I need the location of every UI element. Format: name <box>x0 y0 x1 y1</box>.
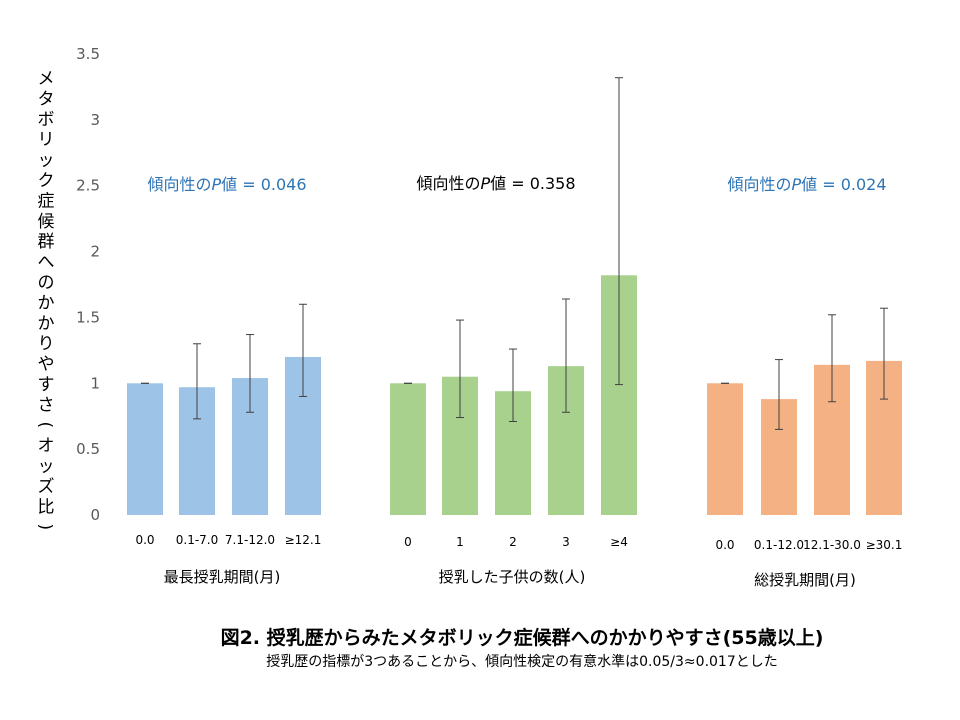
x-tick-label: 12.1-30.0 <box>803 538 861 552</box>
y-tick-label: 0 <box>90 506 100 524</box>
y-axis-label-char: す <box>38 375 55 395</box>
y-axis-label-char: ク <box>38 171 55 191</box>
y-axis-label-char: ) <box>35 523 55 530</box>
y-axis-label-char: タ <box>38 89 55 109</box>
y-axis-label-char: ( <box>35 421 55 428</box>
y-axis-label-char: リ <box>38 130 55 150</box>
x-tick-label: 0 <box>404 535 412 549</box>
p-value-prefix: 傾向性の <box>416 174 480 193</box>
bar <box>707 383 743 515</box>
y-tick-label: 2 <box>90 243 100 261</box>
y-axis-label-char: へ <box>38 253 55 273</box>
x-tick-label: 2 <box>509 535 517 549</box>
group-label: 最長授乳期間(月) <box>164 568 281 586</box>
bar <box>127 383 163 515</box>
y-axis-label-char: 症 <box>38 191 55 211</box>
y-axis-label-char: ズ <box>38 477 55 497</box>
y-axis-label-char: さ <box>38 395 55 415</box>
y-axis-label-char: 群 <box>38 232 55 252</box>
bar <box>390 383 426 515</box>
x-tick-label: ≥4 <box>610 535 628 549</box>
figure-caption-title: 図2. 授乳歴からみたメタボリック症候群へのかかりやすさ(55歳以上) <box>220 627 824 649</box>
group-label: 授乳した子供の数(人) <box>439 568 586 586</box>
y-tick-label: 3.5 <box>76 45 100 63</box>
p-value-annotation: 傾向性のP値 = 0.358 <box>416 174 575 193</box>
y-axis-label-char: ボ <box>38 110 55 130</box>
y-axis-label-char: ッ <box>38 151 55 171</box>
y-axis-label-char: り <box>38 334 55 354</box>
x-tick-label: 0.1-12.0 <box>754 538 804 552</box>
p-value-number: 値 = 0.358 <box>490 174 575 193</box>
y-axis-label-char: 候 <box>38 212 55 232</box>
p-value-number: 値 = 0.046 <box>221 175 306 194</box>
y-axis-label-char: ッ <box>38 457 55 477</box>
y-axis-label-char: や <box>38 355 55 375</box>
p-value-number: 値 = 0.024 <box>801 175 886 194</box>
y-axis-label-char: メ <box>38 69 55 89</box>
x-tick-label: 0.1-7.0 <box>176 533 219 547</box>
y-tick-label: 1.5 <box>76 308 100 326</box>
x-tick-label: 0.0 <box>135 533 154 547</box>
p-value-symbol: P <box>211 175 221 194</box>
y-tick-label: 2.5 <box>76 177 100 195</box>
y-axis-label-char: 比 <box>38 497 55 517</box>
p-value-symbol: P <box>480 174 490 193</box>
p-value-symbol: P <box>791 175 801 194</box>
x-tick-label: 3 <box>562 535 570 549</box>
x-tick-label: 7.1-12.0 <box>225 533 275 547</box>
x-tick-label: 0.0 <box>715 538 734 552</box>
y-tick-label: 1 <box>90 374 100 392</box>
y-axis-label-char: か <box>38 293 55 313</box>
y-tick-label: 0.5 <box>76 440 100 458</box>
y-axis-label-char: の <box>38 273 55 293</box>
x-tick-label: ≥12.1 <box>285 533 322 547</box>
p-value-prefix: 傾向性の <box>147 175 211 194</box>
figure-caption-note: 授乳歴の指標が3つあることから、傾向性検定の有意水準は0.05/3≈0.017と… <box>266 654 778 670</box>
y-axis-label-char: オ <box>38 436 55 456</box>
group-label: 総授乳期間(月) <box>754 571 856 589</box>
y-tick-label: 3 <box>90 111 100 129</box>
x-tick-label: 1 <box>456 535 464 549</box>
odds-ratio-chart: 00.511.522.533.5メタボリック症候群へのかかりやすさ(オッズ比)0… <box>35 45 903 589</box>
p-value-annotation: 傾向性のP値 = 0.046 <box>147 175 306 194</box>
p-value-annotation: 傾向性のP値 = 0.024 <box>727 175 886 194</box>
p-value-prefix: 傾向性の <box>727 175 791 194</box>
y-axis-label-char: か <box>38 314 55 334</box>
x-tick-label: ≥30.1 <box>866 538 903 552</box>
